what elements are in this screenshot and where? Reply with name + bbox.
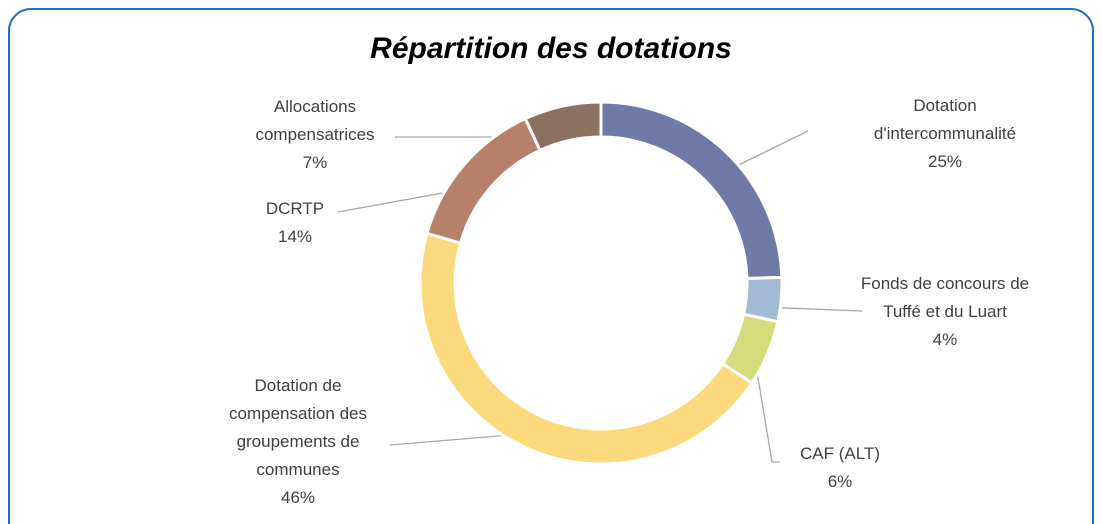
value-label: 14%: [277, 227, 313, 246]
category-label: DCRTP: [265, 199, 325, 218]
data-label: Allocations compensatrices 7%: [235, 93, 395, 177]
data-label: Fonds de concours de Tuffé et du Luart 4%: [855, 270, 1035, 354]
value-label: 25%: [927, 152, 963, 171]
data-label: Dotation d'intercommunalité 25%: [863, 92, 1028, 176]
frame: [8, 8, 1094, 524]
chart-title: Répartition des dotations: [370, 32, 732, 65]
leader-line: [756, 371, 780, 463]
slice: [523, 100, 603, 153]
category-label: Fonds de concours de Tuffé et du Luart: [860, 274, 1030, 321]
value-label: 7%: [302, 153, 328, 172]
data-label: CAF (ALT) 6%: [780, 440, 900, 496]
data-label: Dotation de compensation des groupements…: [211, 372, 386, 512]
category-label: Allocations compensatrices: [255, 97, 375, 144]
slice: [599, 100, 784, 281]
slice: [418, 231, 754, 466]
value-label: 46%: [280, 488, 316, 507]
leader-lines: [337, 130, 863, 463]
category-label: Dotation d'intercommunalité: [873, 96, 1017, 143]
value-label: 4%: [932, 330, 958, 349]
slices: [418, 100, 784, 466]
value-label: 6%: [827, 472, 853, 491]
category-label: Dotation de compensation des groupements…: [229, 376, 367, 479]
data-label: DCRTP 14%: [235, 195, 355, 251]
category-label: CAF (ALT): [800, 444, 880, 463]
